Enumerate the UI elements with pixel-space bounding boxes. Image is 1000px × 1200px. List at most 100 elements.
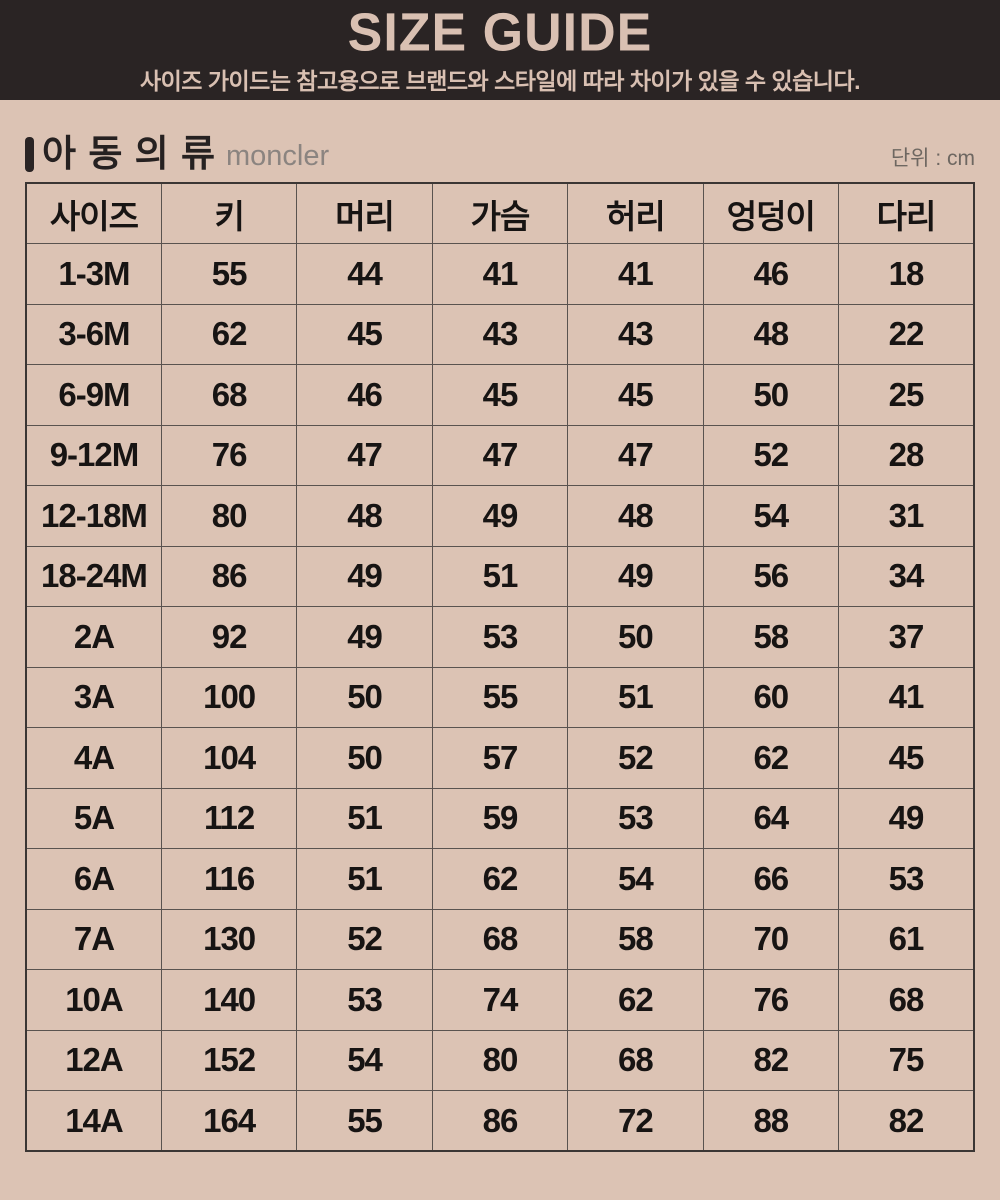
measurement-cell: 52	[567, 727, 704, 789]
measurement-cell: 53	[431, 606, 569, 668]
unit-label: 단위 : cm	[890, 147, 975, 170]
measurement-cell: 25	[838, 364, 975, 426]
measurement-cell: 51	[567, 666, 704, 728]
measurement-cell: 37	[838, 606, 975, 668]
measurement-cell: 41	[431, 243, 569, 305]
measurement-cell: 50	[567, 606, 704, 668]
size-label-cell: 12-18M	[25, 485, 162, 547]
measurement-cell: 62	[160, 303, 298, 365]
measurement-cell: 48	[567, 485, 704, 547]
measurement-cell: 60	[702, 666, 840, 728]
measurement-cell: 53	[838, 848, 975, 910]
measurement-cell: 64	[702, 787, 840, 849]
measurement-cell: 62	[702, 727, 840, 789]
measurement-cell: 34	[838, 545, 975, 607]
measurement-cell: 48	[702, 303, 840, 365]
measurement-cell: 112	[160, 787, 298, 849]
measurement-cell: 164	[160, 1090, 298, 1152]
measurement-cell: 54	[296, 1029, 433, 1091]
measurement-cell: 31	[838, 485, 975, 547]
size-label-cell: 10A	[25, 969, 162, 1031]
measurement-cell: 47	[431, 424, 569, 486]
measurement-cell: 61	[838, 908, 975, 970]
size-label-cell: 18-24M	[25, 545, 162, 607]
measurement-cell: 44	[296, 243, 433, 305]
section-title: 아 동 의 류	[42, 133, 216, 175]
measurement-cell: 54	[567, 848, 704, 910]
size-label-cell: 7A	[25, 908, 162, 970]
table-row: 6-9M 68 46 45 45 50 25	[25, 364, 975, 426]
measurement-cell: 45	[567, 364, 704, 426]
measurement-cell: 66	[702, 848, 840, 910]
page-title: SIZE GUIDE	[347, 2, 653, 63]
column-header: 키	[160, 182, 298, 244]
measurement-cell: 86	[431, 1090, 569, 1152]
table-row: 3A 100 50 55 51 60 41	[25, 666, 975, 728]
measurement-cell: 45	[296, 303, 433, 365]
table-row: 18-24M 86 49 51 49 56 34	[25, 545, 975, 607]
column-header: 머리	[296, 182, 433, 244]
measurement-cell: 45	[838, 727, 975, 789]
measurement-cell: 53	[296, 969, 433, 1031]
size-table-body: 1-3M 55 44 41 41 46 18 3-6M 62 45 43 43 48 22 6-9M 68 46…	[25, 243, 975, 1152]
size-label-cell: 9-12M	[25, 424, 162, 486]
measurement-cell: 51	[296, 848, 433, 910]
measurement-cell: 50	[296, 727, 433, 789]
measurement-cell: 47	[567, 424, 704, 486]
column-header: 사이즈	[25, 182, 162, 244]
measurement-cell: 152	[160, 1029, 298, 1091]
measurement-cell: 53	[567, 787, 704, 849]
table-row: 12-18M 80 48 49 48 54 31	[25, 485, 975, 547]
table-row: 6A 116 51 62 54 66 53	[25, 848, 975, 910]
table-row: 7A 130 52 68 58 70 61	[25, 908, 975, 970]
measurement-cell: 47	[296, 424, 433, 486]
measurement-cell: 56	[702, 545, 840, 607]
size-table-head: 사이즈 키 머리 가슴 허리 엉덩이 다리	[25, 182, 975, 244]
measurement-cell: 59	[431, 787, 569, 849]
measurement-cell: 68	[160, 364, 298, 426]
measurement-cell: 130	[160, 908, 298, 970]
measurement-cell: 49	[838, 787, 975, 849]
measurement-cell: 58	[702, 606, 840, 668]
measurement-cell: 43	[567, 303, 704, 365]
measurement-cell: 100	[160, 666, 298, 728]
measurement-cell: 72	[567, 1090, 704, 1152]
measurement-cell: 43	[431, 303, 569, 365]
size-label-cell: 4A	[25, 727, 162, 789]
table-row: 5A 112 51 59 53 64 49	[25, 787, 975, 849]
size-table: 사이즈 키 머리 가슴 허리 엉덩이 다리 1-3M 55 44 41 41 46 18 3-6M 62 45…	[25, 182, 975, 1152]
size-label-cell: 3A	[25, 666, 162, 728]
measurement-cell: 28	[838, 424, 975, 486]
measurement-cell: 51	[296, 787, 433, 849]
measurement-cell: 140	[160, 969, 298, 1031]
measurement-cell: 92	[160, 606, 298, 668]
measurement-cell: 82	[702, 1029, 840, 1091]
size-label-cell: 6-9M	[25, 364, 162, 426]
column-header: 허리	[567, 182, 704, 244]
measurement-cell: 49	[567, 545, 704, 607]
measurement-cell: 46	[296, 364, 433, 426]
measurement-cell: 88	[702, 1090, 840, 1152]
measurement-cell: 51	[431, 545, 569, 607]
measurement-cell: 54	[702, 485, 840, 547]
page-banner: SIZE GUIDE 사이즈 가이드는 참고용으로 브랜드와 스타일에 따라 차…	[0, 0, 1000, 100]
measurement-cell: 22	[838, 303, 975, 365]
measurement-cell: 58	[567, 908, 704, 970]
measurement-cell: 48	[296, 485, 433, 547]
measurement-cell: 50	[296, 666, 433, 728]
measurement-cell: 52	[702, 424, 840, 486]
table-row: 12A 152 54 80 68 82 75	[25, 1029, 975, 1091]
table-row: 14A 164 55 86 72 88 82	[25, 1090, 975, 1152]
content-area: 아 동 의 류 moncler 단위 : cm 사이즈 키 머리 가슴 허리 엉덩이 다리 …	[0, 131, 1000, 1152]
section-header: 아 동 의 류 moncler 단위 : cm	[25, 131, 975, 175]
measurement-cell: 68	[431, 908, 569, 970]
measurement-cell: 86	[160, 545, 298, 607]
measurement-cell: 116	[160, 848, 298, 910]
header-row: 사이즈 키 머리 가슴 허리 엉덩이 다리	[25, 182, 975, 244]
table-row: 3-6M 62 45 43 43 48 22	[25, 303, 975, 365]
table-row: 10A 140 53 74 62 76 68	[25, 969, 975, 1031]
measurement-cell: 18	[838, 243, 975, 305]
measurement-cell: 82	[838, 1090, 975, 1152]
table-row: 2A 92 49 53 50 58 37	[25, 606, 975, 668]
size-label-cell: 2A	[25, 606, 162, 668]
